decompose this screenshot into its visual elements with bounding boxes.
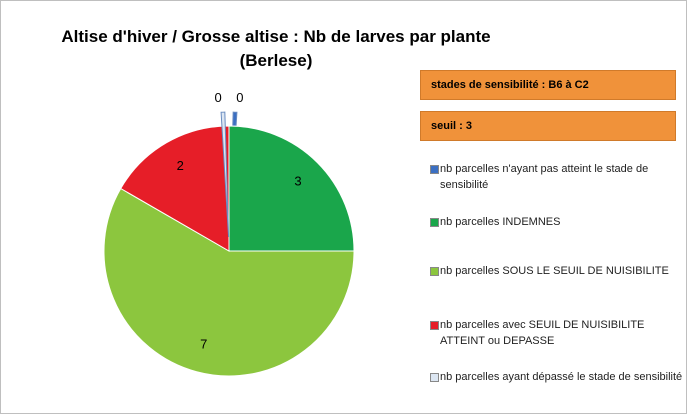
annotation: seuil : 3: [420, 111, 676, 141]
legend-label: nb parcelles ayant dépassé le stade de s…: [440, 371, 683, 383]
legend-item: nb parcelles avec SEUIL DE NUISIBILITE A…: [430, 317, 686, 349]
data-label: 0: [236, 90, 243, 105]
legend-swatch: [430, 321, 439, 330]
pie-slice: [220, 111, 230, 238]
legend-swatch: [430, 165, 439, 174]
data-label: 3: [294, 173, 301, 188]
legend-label: nb parcelles n'ayant pas atteint le stad…: [440, 163, 649, 191]
pie-slice: [228, 125, 355, 252]
chart-subtitle: (Berlese): [239, 51, 313, 70]
pie-slice: [120, 125, 230, 252]
annotation: stades de sensibilité : B6 à C2: [420, 70, 676, 100]
legend-item: nb parcelles SOUS LE SEUIL DE NUISIBILIT…: [430, 263, 686, 279]
legend-swatch: [430, 267, 439, 276]
pie-slice: [103, 187, 355, 377]
legend-label: nb parcelles INDEMNES: [440, 216, 561, 228]
legend-swatch: [430, 373, 439, 382]
legend-label: nb parcelles SOUS LE SEUIL DE NUISIBILIT…: [440, 265, 669, 277]
legend-label: nb parcelles avec SEUIL DE NUISIBILITE A…: [440, 319, 645, 347]
data-label: 0: [215, 90, 222, 105]
legend-item: nb parcelles INDEMNES: [430, 214, 686, 230]
chart-title: Altise d'hiver / Grosse altise : Nb de l…: [61, 27, 491, 46]
legend-item: nb parcelles n'ayant pas atteint le stad…: [430, 161, 686, 193]
data-label: 2: [177, 158, 184, 173]
legend-item: nb parcelles ayant dépassé le stade de s…: [430, 369, 686, 385]
data-label: 7: [200, 337, 207, 352]
legend-swatch: [430, 218, 439, 227]
